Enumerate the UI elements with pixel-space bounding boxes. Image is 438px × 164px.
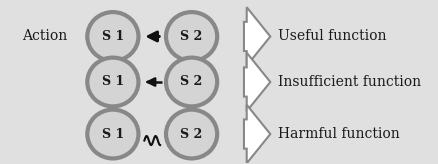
Polygon shape bbox=[244, 7, 270, 66]
Text: S 1: S 1 bbox=[102, 75, 124, 89]
Text: S 1: S 1 bbox=[102, 128, 124, 141]
Text: S 2: S 2 bbox=[180, 30, 203, 43]
Ellipse shape bbox=[166, 12, 217, 61]
Text: Harmful function: Harmful function bbox=[278, 127, 400, 141]
Ellipse shape bbox=[87, 12, 138, 61]
Ellipse shape bbox=[87, 58, 138, 106]
Polygon shape bbox=[244, 105, 270, 163]
Text: Action: Action bbox=[22, 30, 67, 43]
Polygon shape bbox=[244, 53, 270, 111]
Text: Insufficient function: Insufficient function bbox=[278, 75, 421, 89]
Ellipse shape bbox=[166, 58, 217, 106]
Ellipse shape bbox=[166, 110, 217, 158]
Ellipse shape bbox=[87, 110, 138, 158]
Text: Useful function: Useful function bbox=[278, 30, 387, 43]
Text: S 1: S 1 bbox=[102, 30, 124, 43]
Text: S 2: S 2 bbox=[180, 128, 203, 141]
Text: S 2: S 2 bbox=[180, 75, 203, 89]
